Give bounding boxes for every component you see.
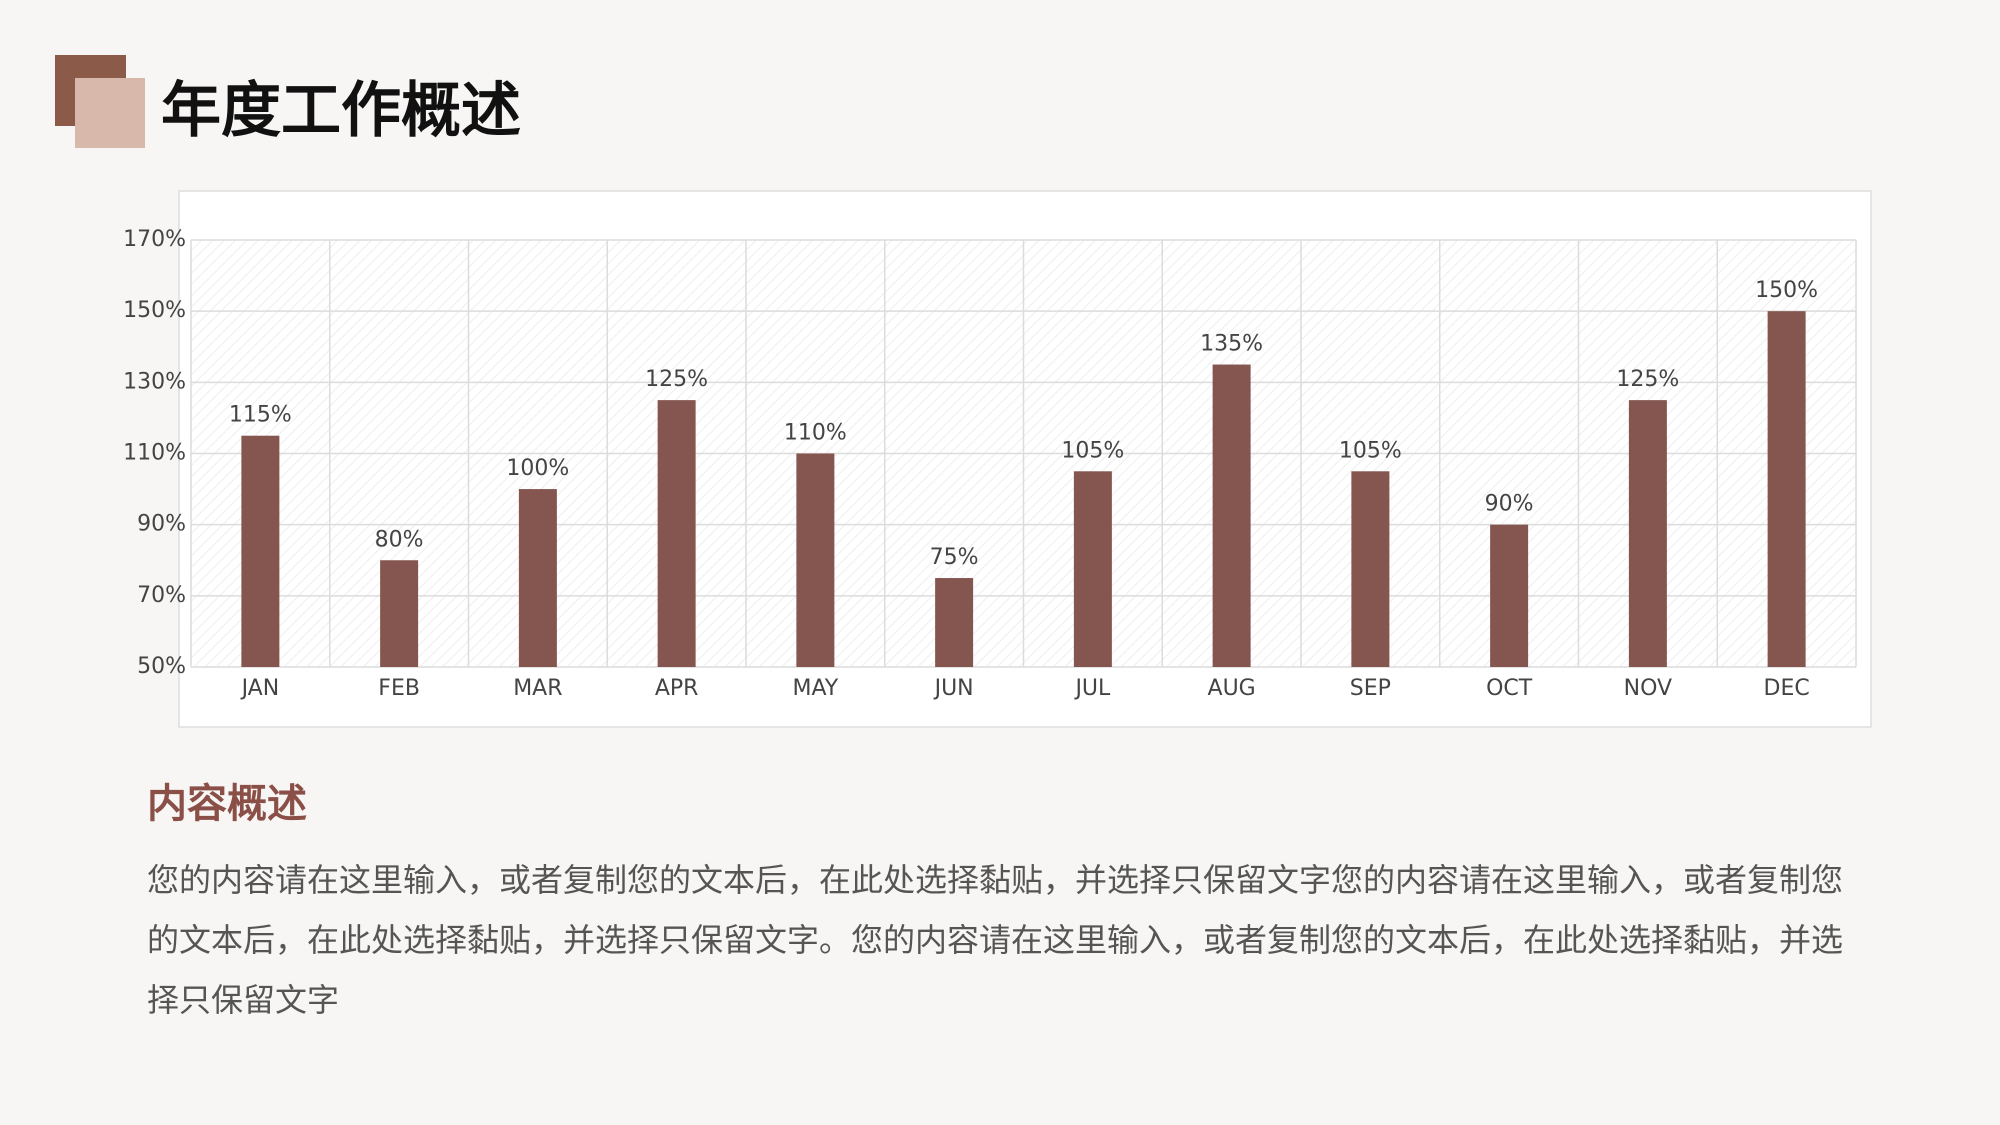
x-tick-label: JAN	[240, 676, 280, 701]
bar	[796, 453, 835, 667]
y-tick-label: 110%	[123, 441, 186, 466]
data-label: 75%	[930, 545, 979, 570]
y-tick-label: 170%	[123, 227, 186, 252]
bar	[657, 400, 696, 667]
data-label: 125%	[645, 367, 708, 392]
data-label: 135%	[1200, 332, 1263, 357]
bar	[1767, 311, 1806, 667]
x-tick-label: NOV	[1624, 676, 1672, 701]
section-body: 您的内容请在这里输入，或者复制您的文本后，在此处选择黏贴，并选择只保留文字您的内…	[147, 861, 1844, 1019]
title: 年度工作概述	[161, 76, 521, 146]
x-tick-label: MAR	[513, 676, 562, 701]
section-heading: 内容概述	[147, 781, 307, 827]
data-label: 110%	[784, 421, 847, 446]
bar	[518, 489, 557, 667]
y-tick-label: 90%	[137, 512, 186, 537]
data-label: 105%	[1339, 438, 1402, 463]
data-label: 80%	[375, 527, 424, 552]
data-label: 125%	[1616, 367, 1679, 392]
bar	[1490, 524, 1529, 667]
bar	[935, 578, 974, 667]
x-tick-label: AUG	[1208, 676, 1256, 701]
bar	[1351, 471, 1390, 667]
data-label: 90%	[1485, 492, 1534, 517]
bar	[380, 560, 419, 667]
data-label: 150%	[1755, 278, 1818, 303]
x-tick-label: FEB	[378, 676, 420, 701]
x-tick-label: JUN	[933, 676, 974, 701]
x-tick-label: APR	[655, 676, 699, 701]
x-tick-label: JUL	[1073, 676, 1111, 701]
y-tick-label: 70%	[137, 583, 186, 608]
bar	[1073, 471, 1112, 667]
data-label: 105%	[1061, 438, 1124, 463]
data-label: 115%	[229, 403, 292, 428]
decor-square	[75, 78, 145, 148]
bar	[241, 435, 280, 667]
x-tick-label: DEC	[1764, 676, 1810, 701]
y-tick-label: 150%	[123, 298, 186, 323]
x-tick-label: MAY	[792, 676, 838, 701]
bar	[1212, 364, 1251, 667]
x-tick-label: OCT	[1486, 676, 1533, 701]
x-tick-label: SEP	[1350, 676, 1391, 701]
bar	[1628, 400, 1667, 667]
data-label: 100%	[506, 456, 569, 481]
y-tick-label: 50%	[137, 654, 186, 679]
y-tick-label: 130%	[123, 369, 186, 394]
